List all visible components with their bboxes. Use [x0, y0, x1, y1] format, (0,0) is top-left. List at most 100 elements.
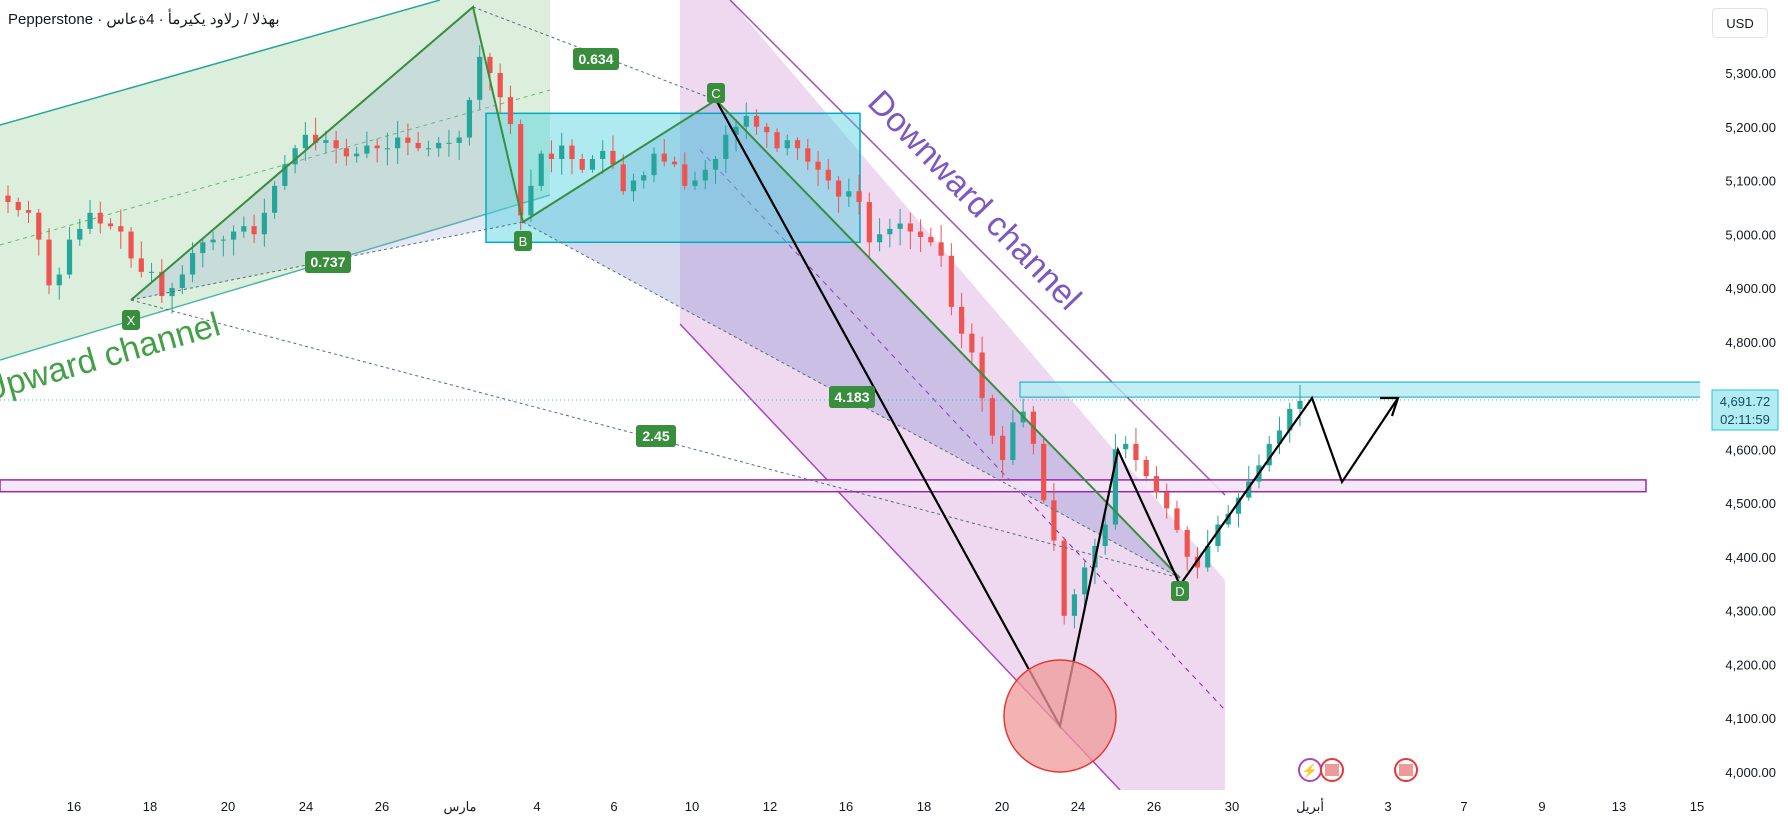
candle-body [282, 164, 288, 186]
us-flag-icon-2 [1399, 764, 1413, 776]
x-tick-label: 10 [685, 799, 699, 814]
x-tick-label: 15 [1690, 799, 1704, 814]
candle-body [1184, 529, 1190, 557]
candle-body [77, 228, 83, 240]
candle-body [876, 234, 883, 243]
price-axis[interactable]: 4,000.00 4,100.00 4,200.00 4,300.00 4,400.00… [1725, 66, 1776, 780]
candle-body [856, 191, 862, 202]
candle-body [712, 159, 719, 170]
candle-body [456, 137, 462, 143]
y-tick-label: 4,200.00 [1725, 657, 1776, 672]
candle-body [589, 159, 596, 170]
ratio-0634-text: 0.634 [578, 51, 613, 67]
x-tick-label: 3 [1384, 799, 1391, 814]
candle-body [682, 164, 688, 186]
x-tick-label: 9 [1538, 799, 1545, 814]
us-flag-icon [1325, 764, 1339, 776]
x-tick-label: 12 [763, 799, 777, 814]
candle-body [651, 153, 657, 176]
x-tick-label: 7 [1460, 799, 1467, 814]
candle-body [548, 153, 555, 159]
candle-body [395, 137, 401, 149]
pivot-x-label[interactable]: X [122, 310, 140, 330]
candle-body [928, 236, 934, 243]
x-tick-label: 30 [1225, 799, 1239, 814]
y-tick-label: 4,400.00 [1725, 550, 1776, 565]
y-tick-label: 4,800.00 [1725, 335, 1776, 350]
candle-body [1082, 567, 1088, 595]
time-axis[interactable]: 16 18 20 24 26 مارس 4 6 10 12 16 18 20 24 26 30 أبريل 3 7 9… [67, 798, 1704, 815]
candle-body [436, 142, 442, 149]
candle-body [230, 231, 237, 240]
candle-body [1051, 500, 1057, 541]
candle-body [323, 140, 329, 143]
candle-body [15, 202, 21, 211]
currency-button[interactable]: USD [1712, 8, 1768, 38]
candle-body [569, 145, 575, 159]
candle-body [518, 124, 524, 216]
x-tick-label: 18 [917, 799, 931, 814]
x-tick-label: 24 [299, 799, 313, 814]
candle-body [600, 150, 606, 159]
candle-body [1164, 492, 1170, 509]
candle-body [1041, 443, 1047, 501]
x-tick-label: 20 [221, 799, 235, 814]
candle-body [333, 140, 339, 149]
candle-body [220, 239, 226, 241]
candle-body [938, 242, 944, 256]
candle-body [1287, 408, 1293, 431]
y-tick-label: 5,300.00 [1725, 66, 1776, 81]
event-icons[interactable]: ⚡ [1298, 758, 1418, 782]
candle-body [692, 180, 698, 186]
pivot-c-label[interactable]: C [707, 83, 725, 103]
y-tick-label: 4,600.00 [1725, 442, 1776, 457]
candle-body [261, 212, 267, 235]
candle-body [169, 288, 175, 297]
candle-body [1276, 430, 1283, 444]
y-tick-label: 4,500.00 [1725, 496, 1776, 511]
candle-body [1205, 546, 1211, 568]
current-price-value: 4,691.72 [1720, 394, 1771, 409]
pivot-d-label[interactable]: D [1171, 581, 1189, 601]
x-tick-label: 6 [610, 799, 617, 814]
candle-body [897, 223, 903, 229]
candle-body [846, 191, 852, 197]
x-tick-label: 4 [533, 799, 540, 814]
candle-body [374, 145, 380, 149]
candle-body [579, 159, 585, 170]
candle-body [313, 134, 319, 143]
candle-body [1133, 443, 1139, 460]
candle-body [733, 126, 739, 135]
candle-body [66, 239, 73, 275]
candle-body [835, 180, 842, 197]
y-tick-label: 4,300.00 [1725, 604, 1776, 619]
candle-body [415, 142, 421, 149]
candle-body [1235, 497, 1242, 514]
ratio-label-245[interactable]: 2.45 [636, 425, 676, 447]
candle-body [425, 148, 432, 150]
candle-body [969, 333, 975, 353]
ratio-label-0634[interactable]: 0.634 [573, 48, 619, 70]
candle-body [354, 153, 360, 157]
time-scale-background[interactable] [0, 790, 1788, 822]
candle-body [948, 255, 954, 307]
ratio-4183-text: 4.183 [834, 389, 869, 405]
ratio-label-4183[interactable]: 4.183 [829, 386, 875, 408]
consolidation-box [485, 112, 861, 244]
x-tick-label: 24 [1071, 799, 1085, 814]
candle-body [907, 223, 913, 232]
candle-body [497, 73, 503, 98]
symbol-header[interactable]: Pepperstone · بهذلا / رلاود يكيرمأ · 4ةع… [8, 11, 280, 28]
candle-body [302, 134, 308, 149]
ratio-label-0737[interactable]: 0.737 [305, 251, 351, 273]
candle-body [815, 161, 821, 170]
candle-body [364, 145, 370, 154]
candle-body [774, 132, 780, 149]
x-tick-label: 26 [375, 799, 389, 814]
candle-body [887, 228, 893, 235]
downward-channel-top-line [729, 0, 1226, 496]
pivot-b-label[interactable]: B [514, 231, 532, 251]
low-highlight-circle [1003, 659, 1117, 773]
